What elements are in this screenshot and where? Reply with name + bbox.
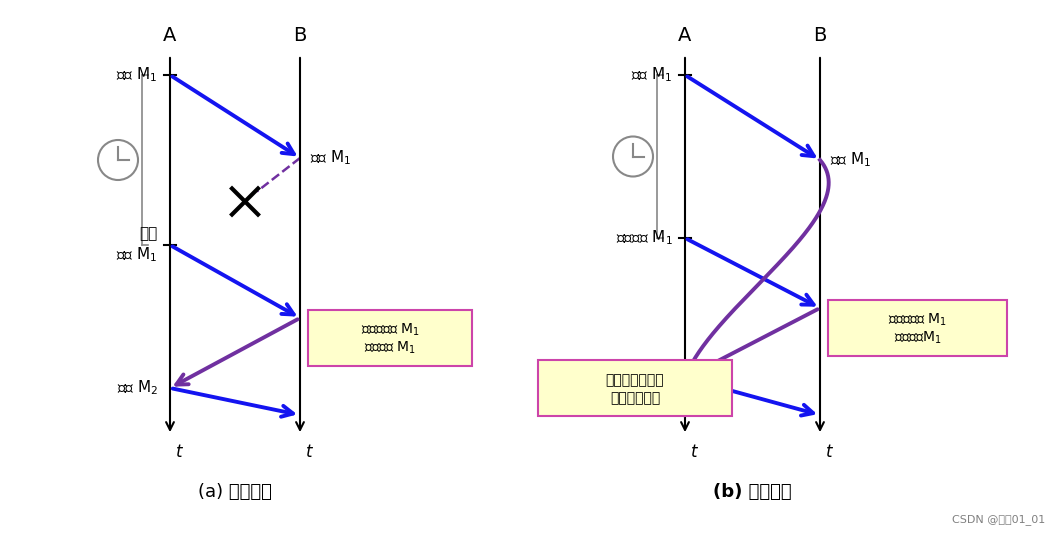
Text: 超时重传 M$_1$: 超时重传 M$_1$ bbox=[616, 229, 673, 248]
FancyBboxPatch shape bbox=[828, 300, 1008, 356]
Text: 丢弃重复的 M$_1$: 丢弃重复的 M$_1$ bbox=[888, 312, 947, 328]
Text: $t$: $t$ bbox=[305, 443, 314, 461]
Text: 重传确认 M$_1$: 重传确认 M$_1$ bbox=[364, 340, 416, 356]
Text: A: A bbox=[164, 26, 176, 45]
Text: B: B bbox=[813, 26, 827, 45]
Text: 重传确认M$_1$: 重传确认M$_1$ bbox=[894, 330, 941, 346]
Text: $t$: $t$ bbox=[175, 443, 184, 461]
Text: (a) 确认丢失: (a) 确认丢失 bbox=[198, 483, 272, 501]
Text: 发送 M$_2$: 发送 M$_2$ bbox=[632, 368, 673, 387]
Text: 确认 M$_1$: 确认 M$_1$ bbox=[310, 149, 351, 168]
Text: 超时
重传 M$_1$: 超时 重传 M$_1$ bbox=[116, 226, 158, 264]
Text: A: A bbox=[678, 26, 692, 45]
Text: $t$: $t$ bbox=[825, 443, 835, 461]
FancyBboxPatch shape bbox=[538, 360, 732, 416]
FancyBboxPatch shape bbox=[308, 310, 472, 366]
Text: $t$: $t$ bbox=[690, 443, 699, 461]
Text: 收下迟到的确认: 收下迟到的确认 bbox=[606, 373, 665, 387]
Text: CSDN @飞人01_01: CSDN @飞人01_01 bbox=[952, 514, 1046, 525]
Text: B: B bbox=[293, 26, 307, 45]
Text: (b) 确认迟到: (b) 确认迟到 bbox=[713, 483, 792, 501]
Text: 发送 M$_2$: 发送 M$_2$ bbox=[116, 379, 158, 397]
Text: 但什么也不做: 但什么也不做 bbox=[610, 391, 660, 405]
Text: 发送 M$_1$: 发送 M$_1$ bbox=[116, 66, 158, 84]
Text: 确认 M$_1$: 确认 M$_1$ bbox=[830, 151, 871, 169]
Text: 发送 M$_1$: 发送 M$_1$ bbox=[632, 66, 673, 84]
Text: 丢弃重复的 M$_1$: 丢弃重复的 M$_1$ bbox=[361, 322, 420, 338]
